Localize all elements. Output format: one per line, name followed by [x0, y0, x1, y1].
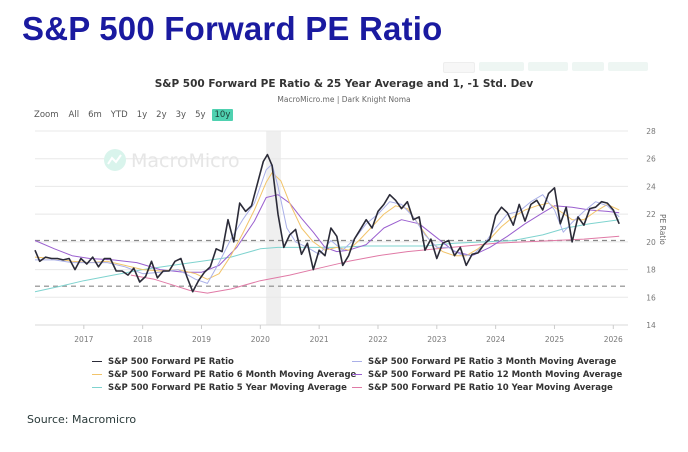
range-button-ytd[interactable]: YTD: [110, 110, 128, 120]
series-line-ma6m: [34, 172, 620, 280]
y-tick-label: 28: [646, 127, 656, 136]
legend-swatch: [352, 360, 362, 363]
legend-item-pe[interactable]: S&P 500 Forward PE Ratio: [92, 355, 356, 368]
chart-toolbar: [443, 62, 648, 73]
zoom-label: Zoom: [34, 110, 59, 120]
legend-label: S&P 500 Forward PE Ratio: [108, 356, 234, 367]
legend-label: S&P 500 Forward PE Ratio 6 Month Moving …: [108, 369, 357, 380]
range-button-2y[interactable]: 2y: [156, 110, 167, 120]
legend-swatch: [352, 373, 362, 376]
range-button-1y[interactable]: 1y: [136, 110, 148, 120]
legend-column-right: S&P 500 Forward PE Ratio 3 Month Moving …: [352, 355, 622, 394]
series-line-ma5y: [34, 219, 620, 293]
legend-label: S&P 500 Forward PE Ratio 5 Year Moving A…: [108, 382, 347, 393]
x-tick-label: 2026: [604, 335, 623, 344]
toolbar-button[interactable]: [528, 62, 568, 71]
series-line-ma12m: [34, 194, 620, 273]
legend-label: S&P 500 Forward PE Ratio 12 Month Moving…: [368, 369, 623, 380]
series-line-pe: [34, 153, 620, 293]
y-tick-label: 18: [646, 266, 656, 275]
x-tick-label: 2017: [74, 335, 93, 344]
chart-subtitle: MacroMicro.me | Dark Knight Noma: [277, 95, 411, 104]
range-button-all[interactable]: All: [68, 110, 80, 120]
y-tick-label: 26: [646, 155, 656, 164]
range-selector: Zoom All 6m YTD 1y 2y 3y 5y 10y: [34, 109, 236, 121]
series-line-ma10y: [130, 235, 620, 294]
legend-label: S&P 500 Forward PE Ratio 3 Month Moving …: [368, 356, 617, 367]
y-tick-label: 20: [646, 238, 656, 247]
chart-title: S&P 500 Forward PE Ratio & 25 Year Avera…: [154, 78, 534, 90]
shaded-band: [266, 131, 281, 325]
toolbar-button[interactable]: [479, 62, 524, 71]
legend-swatch: [92, 373, 102, 376]
y-tick-label: 16: [646, 293, 656, 302]
watermark-text: MacroMicro: [131, 150, 240, 172]
legend-item-ma5y[interactable]: S&P 500 Forward PE Ratio 5 Year Moving A…: [92, 381, 356, 394]
legend-label: S&P 500 Forward PE Ratio 10 Year Moving …: [368, 382, 613, 393]
x-tick-label: 2025: [545, 335, 564, 344]
x-tick-label: 2023: [427, 335, 446, 344]
y-tick-label: 24: [646, 182, 656, 191]
range-button-5y[interactable]: 5y: [195, 110, 206, 120]
x-tick-label: 2020: [251, 335, 270, 344]
x-tick-label: 2019: [192, 335, 211, 344]
legend-swatch: [352, 386, 362, 389]
page-title: S&P 500 Forward PE Ratio: [22, 10, 443, 47]
range-button-3y[interactable]: 3y: [175, 110, 187, 120]
legend-swatch: [92, 360, 102, 363]
watermark: MacroMicro: [104, 149, 240, 172]
toolbar-button[interactable]: [443, 62, 475, 73]
legend-item-ma10y[interactable]: S&P 500 Forward PE Ratio 10 Year Moving …: [352, 381, 622, 394]
legend-item-ma3m[interactable]: S&P 500 Forward PE Ratio 3 Month Moving …: [352, 355, 622, 368]
legend-item-ma6m[interactable]: S&P 500 Forward PE Ratio 6 Month Moving …: [92, 368, 356, 381]
range-button-10y[interactable]: 10y: [211, 109, 234, 121]
legend-item-ma12m[interactable]: S&P 500 Forward PE Ratio 12 Month Moving…: [352, 368, 622, 381]
source-note: Source: Macromicro: [27, 413, 137, 426]
x-tick-label: 2018: [133, 335, 152, 344]
legend-column-left: S&P 500 Forward PE Ratio S&P 500 Forward…: [92, 355, 356, 394]
toolbar-button[interactable]: [572, 62, 604, 71]
x-tick-label: 2022: [368, 335, 387, 344]
y-tick-label: 14: [646, 321, 656, 330]
range-button-6m[interactable]: 6m: [88, 110, 102, 120]
logo-chart-glyph: [107, 154, 122, 165]
y-tick-label: 22: [646, 210, 656, 219]
legend-swatch: [92, 386, 102, 389]
toolbar-button[interactable]: [608, 62, 648, 71]
x-tick-label: 2024: [486, 335, 505, 344]
y-axis-label: PE Ratio: [658, 214, 667, 245]
series-line-ma3m: [35, 163, 620, 284]
x-tick-label: 2021: [310, 335, 329, 344]
